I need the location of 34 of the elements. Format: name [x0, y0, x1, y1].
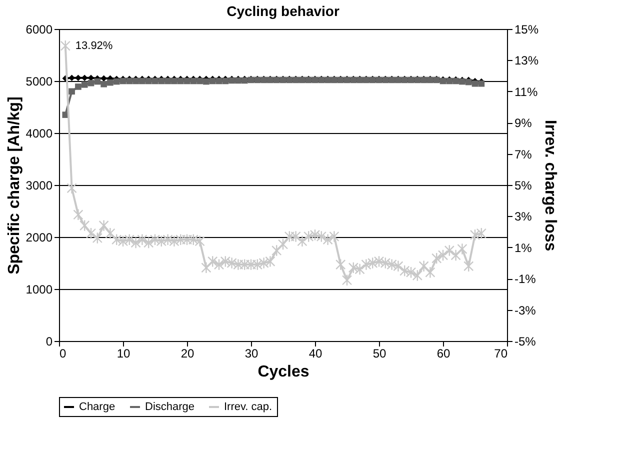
y-tick-label: 2000: [26, 230, 53, 244]
y2-tick-label: 3%: [514, 210, 532, 224]
legend-label: Charge: [79, 401, 116, 413]
y-tick-label: 3000: [26, 178, 53, 192]
y-tick-label: 1000: [26, 282, 53, 296]
x-tick-label: 10: [116, 346, 130, 360]
x-tick-label: 20: [180, 346, 194, 360]
y-axis-title: Specific charge [Ah/kg]: [6, 96, 23, 274]
y2-tick-label: 9%: [514, 116, 532, 130]
y2-tick-label: -5%: [514, 334, 536, 348]
y2-tick-label: 7%: [514, 147, 532, 162]
y-tick-label: 5000: [26, 74, 53, 88]
x-tick-label: 70: [494, 346, 508, 360]
y2-tick-label: 5%: [514, 178, 532, 192]
x-tick-label: 30: [244, 346, 258, 360]
y2-tick-label: 13%: [514, 54, 539, 68]
y2-tick-label: -1%: [514, 272, 536, 286]
y2-axis-title: Irrev. charge loss: [542, 120, 559, 252]
y-tick-label: 4000: [26, 126, 53, 140]
x-tick-label: 40: [308, 346, 322, 360]
x-tick-label: 0: [60, 346, 66, 360]
y-tick-label: 0: [46, 334, 53, 348]
y2-tick-label: -3%: [514, 303, 536, 318]
x-axis-title: Cycles: [258, 364, 310, 380]
y2-tick-label: 11%: [514, 84, 538, 99]
x-tick-label: 50: [372, 346, 386, 360]
y2-tick-label: 1%: [514, 240, 532, 255]
chart-title: Cycling behavior: [226, 3, 340, 19]
y-tick-label: 6000: [26, 22, 53, 36]
legend-label: Irrev. cap.: [224, 401, 272, 413]
annotation: 13.92%: [75, 40, 113, 52]
y2-tick-label: 15%: [514, 22, 539, 36]
legend-label: Discharge: [145, 401, 195, 413]
x-tick-label: 60: [436, 346, 450, 360]
